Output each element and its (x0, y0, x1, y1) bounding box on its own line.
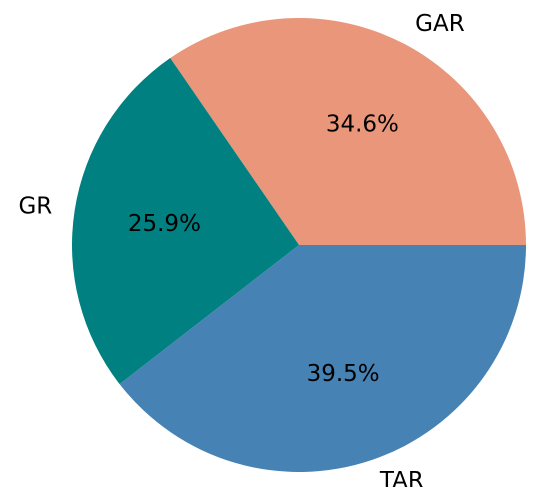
slice-percent-gr: 25.9% (128, 211, 201, 237)
pie-slices (71, 17, 526, 473)
slice-label-gr: GR (18, 194, 52, 220)
pie-slice-gr (71, 58, 299, 385)
slice-label-tar: TAR (379, 468, 424, 487)
slice-percent-gar: 34.6% (326, 111, 399, 137)
pie-labels: GAR 34.6% GR 25.9% TAR 39.5% (18, 11, 464, 487)
slice-percent-tar: 39.5% (307, 361, 380, 387)
slice-label-gar: GAR (415, 11, 465, 37)
pie-slice-tar (119, 245, 526, 473)
pie-slice-gar (170, 17, 526, 245)
